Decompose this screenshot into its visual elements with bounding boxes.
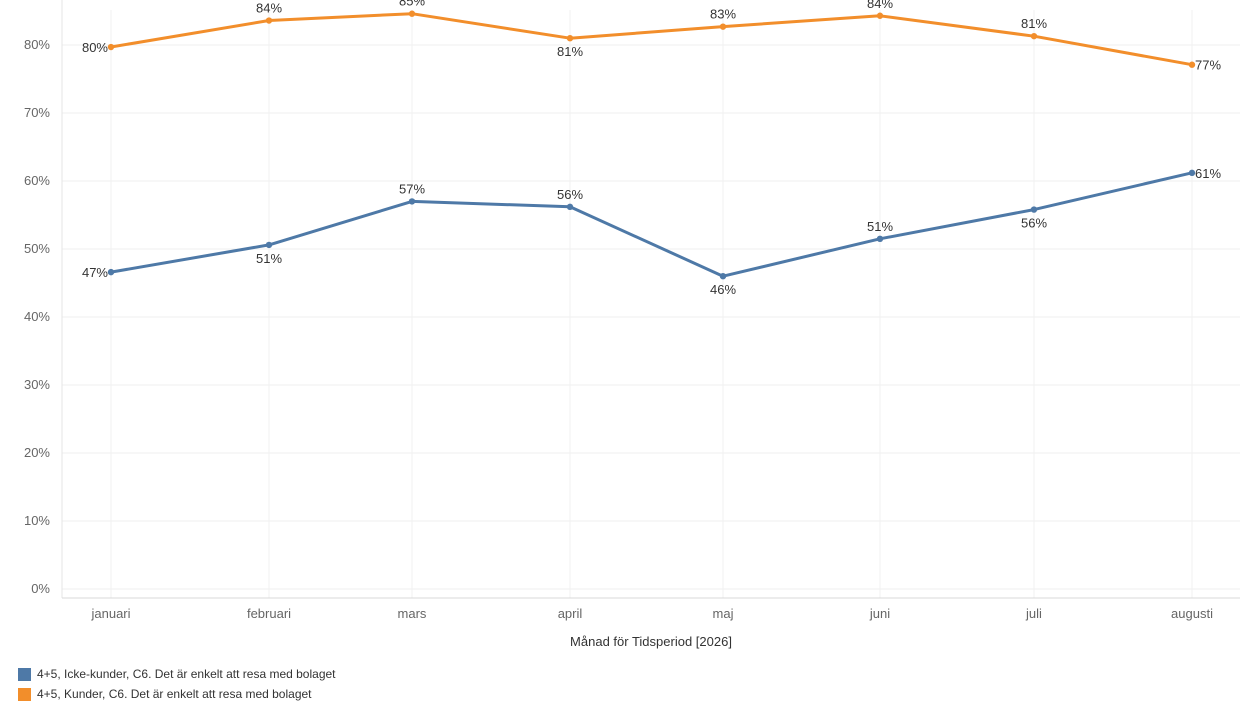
y-tick-label: 70% [24,105,50,120]
series-line [110,12,1193,67]
x-tick-label: maj [713,606,734,621]
data-label: 56% [557,187,583,202]
data-point[interactable] [876,235,884,242]
legend-item-kunder[interactable]: 4+5, Kunder, C6. Det är enkelt att resa … [18,684,336,704]
y-axis: 0% 10% 20% 30% 40% 50% 60% 70% 80% [24,0,63,598]
data-point[interactable] [107,43,115,51]
data-label: 61% [1195,166,1221,181]
x-tick-label: mars [398,606,427,621]
legend-label: 4+5, Icke-kunder, C6. Det är enkelt att … [37,667,336,681]
data-point[interactable] [1188,61,1196,68]
legend-label: 4+5, Kunder, C6. Det är enkelt att resa … [37,687,312,701]
y-tick-label: 40% [24,309,50,324]
data-point[interactable] [408,10,416,17]
x-axis-title: Månad för Tidsperiod [2026] [570,634,732,649]
data-label: 77% [1195,58,1221,73]
legend-swatch [18,687,31,701]
data-label: 51% [867,219,893,234]
data-point[interactable] [107,268,115,276]
x-tick-label: juli [1025,606,1042,621]
data-point[interactable] [408,198,416,205]
data-point[interactable] [265,241,273,249]
data-label: 57% [399,181,425,196]
data-point[interactable] [265,17,273,24]
y-tick-label: 20% [24,445,50,460]
data-label: 81% [557,44,583,59]
y-tick-label: 10% [24,513,50,528]
data-point[interactable] [876,12,884,19]
data-label: 84% [867,0,893,11]
data-label: 46% [710,282,736,297]
data-point[interactable] [719,23,727,30]
data-point[interactable] [566,35,574,42]
data-point[interactable] [1188,169,1196,177]
data-point[interactable] [1030,206,1038,213]
legend-item-icke-kunder[interactable]: 4+5, Icke-kunder, C6. Det är enkelt att … [18,664,336,684]
y-tick-label: 80% [24,37,50,52]
series-line [110,171,1193,278]
data-label: 85% [399,0,425,9]
x-tick-label: juni [869,606,890,621]
data-point[interactable] [566,203,574,211]
data-label: 47% [82,265,108,280]
data-label: 51% [256,251,282,266]
data-point[interactable] [1030,32,1038,40]
data-label: 56% [1021,216,1047,231]
data-point[interactable] [719,273,727,280]
data-label: 81% [1021,16,1047,31]
x-tick-label: april [558,606,583,621]
y-tick-label: 0% [31,581,50,596]
y-tick-label: 30% [24,377,50,392]
legend-swatch [18,667,31,681]
data-label: 83% [710,7,736,22]
y-tick-label: 50% [24,241,50,256]
x-tick-label: februari [247,606,291,621]
data-label: 84% [256,1,282,16]
x-axis: januari februari mars april maj juni juli augus… [62,597,1240,621]
series-lines: 47% 51% 57% 56% 46% 51% 56% 61% 80% 84% 85% 81% 83% 8… [82,0,1221,297]
gridlines [62,10,1240,598]
line-chart: 0% 10% 20% 30% 40% 50% 60% 70% 80% januari februa… [24,0,1240,649]
x-tick-label: januari [90,606,130,621]
x-tick-label: augusti [1171,606,1213,621]
legend: 4+5, Icke-kunder, C6. Det är enkelt att … [18,664,336,704]
y-tick-label: 60% [24,173,50,188]
data-label: 80% [82,40,108,55]
